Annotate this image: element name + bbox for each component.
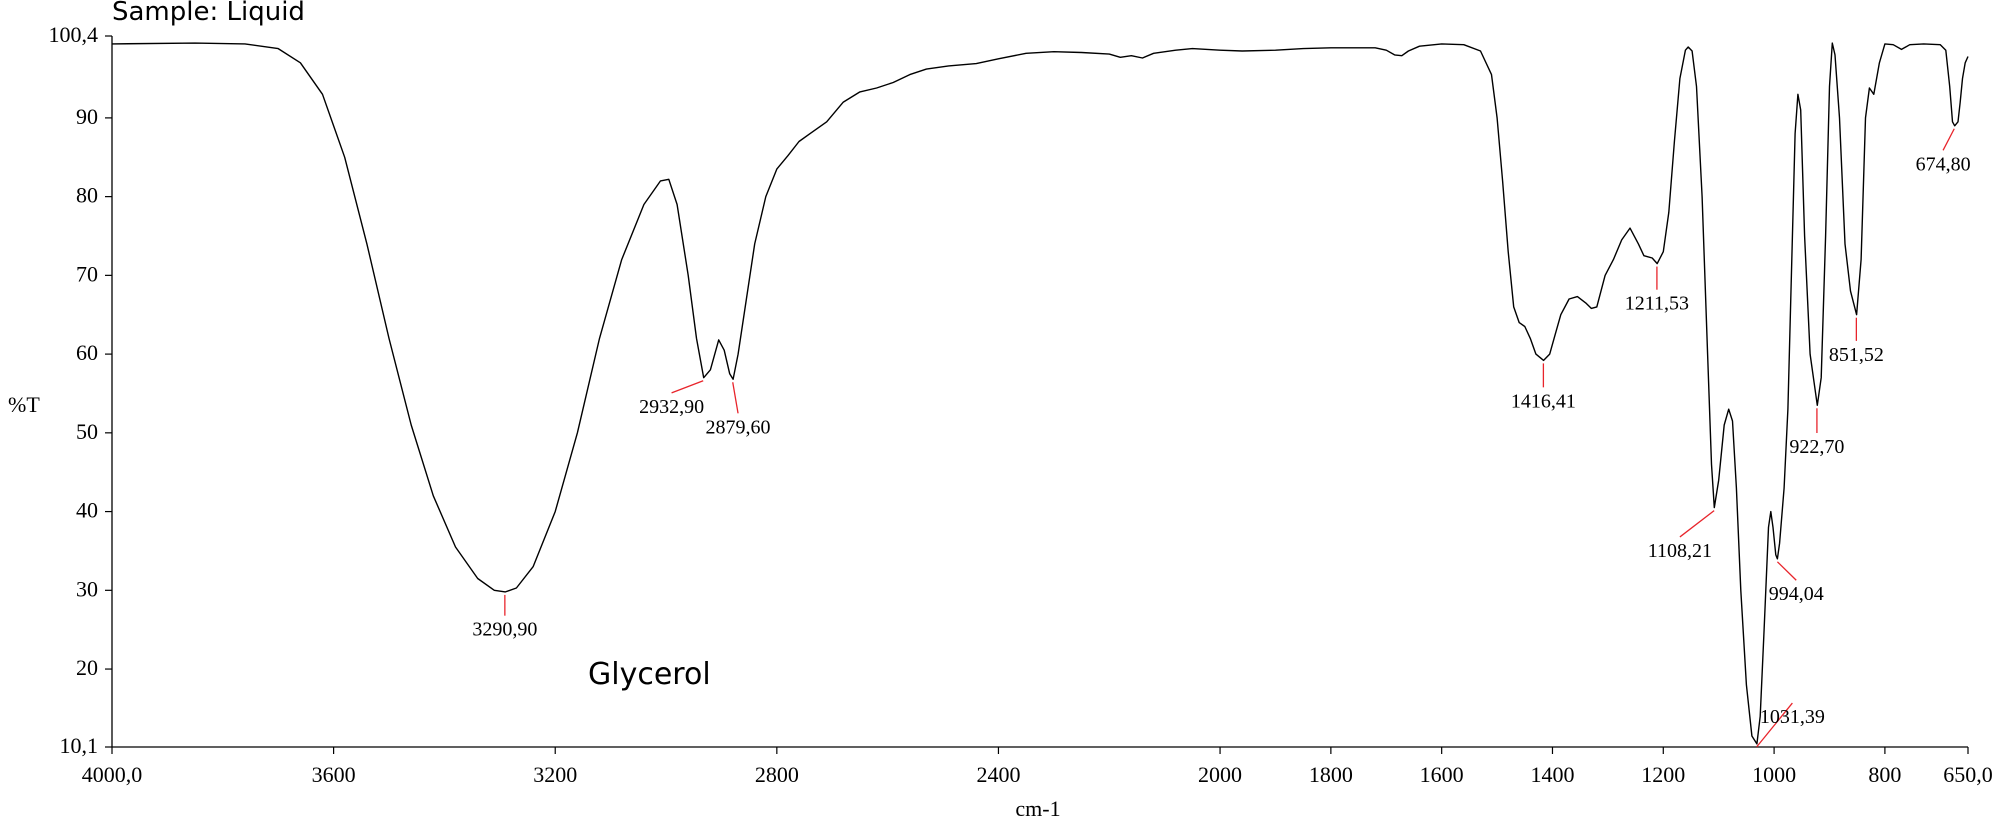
peak-label: 1211,53: [1625, 293, 1689, 315]
peak-marker-line: [1679, 510, 1715, 538]
x-tick-label: 800: [1868, 762, 1901, 787]
x-tick-label: 1400: [1530, 762, 1574, 787]
peak-label: 922,70: [1789, 436, 1844, 458]
peak-label: 3290,90: [472, 619, 537, 641]
y-tick-label: 30: [76, 576, 98, 601]
x-tick-label: 4000,0: [82, 762, 143, 787]
peak-label: 2879,60: [706, 416, 771, 438]
y-tick-label: 50: [76, 419, 98, 444]
y-axis-ticks: 100,4 90 80 70 60 50 40 30 20 10,1: [49, 22, 112, 758]
x-axis-label: cm-1: [1015, 796, 1060, 821]
x-tick-label: 1800: [1309, 762, 1353, 787]
peak-label: 851,52: [1829, 344, 1884, 366]
peak-label: 1031,39: [1760, 706, 1825, 728]
sample-annotation: Glycerol: [588, 657, 711, 692]
spectrum-series-line: [111, 42, 1969, 745]
x-tick-label: 650,0: [1943, 762, 1993, 787]
y-tick-label: 90: [76, 104, 98, 129]
y-tick-label: 70: [76, 261, 98, 286]
x-tick-label: 1000: [1752, 762, 1796, 787]
x-tick-label: 2000: [1198, 762, 1242, 787]
peak-marker-line: [1942, 128, 1955, 151]
x-tick-label: 3600: [312, 762, 356, 787]
peak-label: 2932,90: [639, 396, 704, 418]
y-tick-label: 80: [76, 183, 98, 208]
series-layer: [111, 42, 1969, 745]
x-tick-label: 3200: [533, 762, 577, 787]
peak-label: 1108,21: [1648, 540, 1712, 562]
y-tick-label: 100,4: [49, 22, 99, 47]
x-tick-label: 1200: [1641, 762, 1685, 787]
y-tick-label: 60: [76, 340, 98, 365]
y-tick-label: 10,1: [60, 733, 99, 758]
y-axis-label: %T: [8, 392, 40, 417]
peak-marker-line: [671, 380, 704, 394]
y-tick-label: 40: [76, 498, 98, 523]
x-tick-label: 1600: [1420, 762, 1464, 787]
y-tick-label: 20: [76, 655, 98, 680]
peak-label: 674,80: [1916, 153, 1971, 175]
x-axis-ticks: 4000,0 3600 3200 2800 2400 2000 1800 1600 1400 12…: [82, 747, 1993, 787]
chart-title: Sample: Liquid: [112, 0, 305, 27]
x-tick-label: 2800: [755, 762, 799, 787]
peak-marker-line: [1776, 561, 1797, 581]
peak-marker-line: [1756, 702, 1793, 748]
peak-label: 1416,41: [1511, 390, 1576, 412]
x-tick-label: 2400: [976, 762, 1020, 787]
peak-marker-line: [732, 382, 739, 414]
peak-label: 994,04: [1769, 583, 1824, 605]
